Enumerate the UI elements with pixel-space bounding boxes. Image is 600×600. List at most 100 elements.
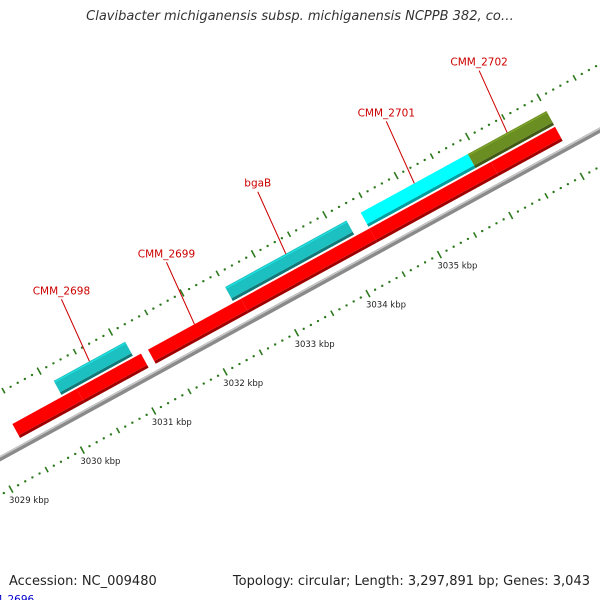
gene-body[interactable] [12, 388, 83, 436]
minor-tick [330, 209, 334, 213]
minor-tick [52, 464, 56, 467]
half-tick [544, 192, 549, 199]
gene-label[interactable]: bgaB [244, 178, 271, 190]
minor-tick [209, 276, 212, 279]
major-tick [322, 210, 328, 219]
minor-tick [494, 119, 498, 123]
minor-tick [166, 299, 169, 302]
minor-tick [316, 217, 319, 220]
major-tick [293, 328, 300, 337]
minor-tick [495, 222, 498, 225]
half-tick [572, 74, 577, 81]
minor-tick [344, 201, 348, 205]
gene-body[interactable] [76, 353, 148, 401]
gene-label[interactable]: CMM_2702 [450, 57, 507, 69]
half-tick [1, 387, 6, 394]
half-tick [401, 271, 406, 278]
minor-tick [166, 401, 170, 405]
gene-body[interactable] [225, 220, 353, 299]
minor-tick [24, 480, 27, 483]
minor-tick [273, 240, 276, 244]
gene-layer[interactable] [0, 111, 563, 556]
minor-tick [588, 171, 591, 174]
minor-tick [230, 264, 234, 267]
minor-tick [102, 334, 105, 338]
gene-shadow-face [154, 310, 249, 364]
gene-label[interactable]: CMM_2698 [33, 285, 90, 297]
gene-feature-6[interactable] [240, 228, 378, 313]
minor-tick [402, 170, 405, 173]
minor-tick [187, 287, 191, 291]
gene-body[interactable] [467, 111, 553, 166]
minor-tick [173, 398, 177, 401]
gene-label-leader [385, 121, 415, 184]
minor-tick [116, 326, 119, 330]
half-tick [286, 231, 292, 238]
major-tick [151, 407, 157, 415]
gene-highlight [12, 389, 78, 426]
minor-tick [59, 460, 63, 463]
scale-label: 3035 kbp [437, 262, 477, 272]
gene-feature-8[interactable] [369, 162, 499, 243]
minor-tick [245, 256, 248, 259]
gene-label[interactable]: CMM_2696 [0, 594, 35, 600]
gene-label-leader [478, 70, 508, 133]
gene-feature-3[interactable] [76, 353, 149, 403]
backbone-highlight [0, 127, 600, 458]
minor-tick [266, 347, 270, 350]
gene-cmm_2701[interactable] [360, 154, 476, 227]
gene-cmm_2702[interactable] [467, 111, 555, 169]
minor-tick [109, 433, 113, 436]
half-tick [72, 348, 77, 355]
minor-tick [416, 265, 420, 268]
minor-tick [102, 437, 105, 440]
gene-cmm_2698[interactable] [53, 341, 133, 395]
gene-highlight [468, 111, 548, 156]
gene-body[interactable] [490, 126, 562, 174]
minor-tick [516, 107, 519, 111]
minor-tick [16, 484, 20, 487]
minor-tick [23, 377, 27, 381]
gene-label[interactable]: CMM_2699 [138, 248, 195, 260]
minor-tick [580, 72, 583, 76]
minor-tick [38, 472, 41, 475]
gene-body[interactable] [240, 228, 376, 311]
gene-shadow-face [366, 165, 476, 227]
minor-tick [123, 323, 127, 326]
minor-tick [431, 257, 434, 260]
minor-tick [273, 343, 277, 346]
gene-bgab[interactable] [225, 220, 355, 302]
minor-tick [337, 205, 341, 209]
gene-body[interactable] [360, 154, 475, 225]
gene-body[interactable] [148, 298, 248, 362]
minor-tick [445, 249, 448, 252]
gene-body[interactable] [369, 162, 498, 240]
minor-tick [437, 150, 441, 154]
half-tick [44, 466, 49, 473]
minor-tick [159, 303, 162, 306]
gene-label[interactable]: CMM_2701 [358, 107, 415, 119]
minor-tick [130, 319, 134, 322]
major-tick [393, 171, 399, 180]
minor-tick [124, 425, 127, 428]
gene-body[interactable] [53, 341, 132, 393]
minor-tick [181, 394, 184, 397]
gene-highlight [361, 154, 469, 215]
major-tick [436, 250, 442, 259]
minor-tick [395, 276, 398, 280]
minor-tick [587, 68, 591, 72]
gene-cmm_2699[interactable] [148, 298, 249, 364]
minor-tick [530, 100, 534, 103]
half-tick [187, 388, 192, 395]
minor-tick [523, 104, 526, 107]
major-tick [36, 367, 42, 376]
gene-feature-10[interactable] [490, 126, 563, 177]
minor-tick [595, 167, 598, 170]
minor-tick [131, 421, 134, 424]
major-tick [222, 367, 228, 376]
minor-tick [538, 198, 541, 202]
gene-feature-2[interactable] [12, 388, 85, 439]
half-tick [258, 349, 264, 356]
minor-tick [52, 362, 55, 365]
